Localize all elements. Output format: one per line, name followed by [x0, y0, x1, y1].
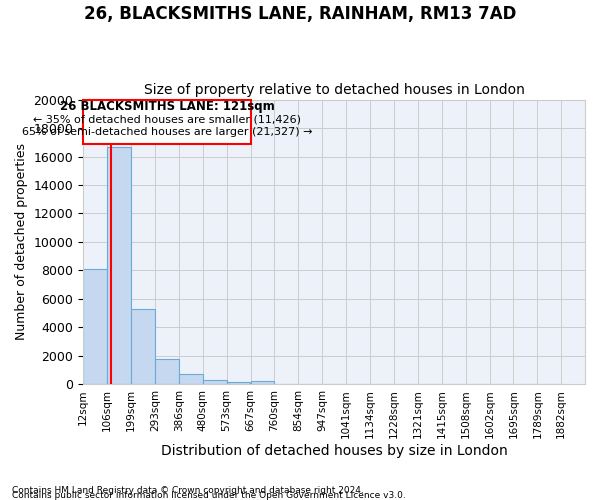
Bar [107, 146, 131, 384]
Text: 26 BLACKSMITHS LANE: 121sqm: 26 BLACKSMITHS LANE: 121sqm [60, 100, 275, 113]
Bar [83, 269, 107, 384]
Bar [131, 309, 155, 384]
Text: 26, BLACKSMITHS LANE, RAINHAM, RM13 7AD: 26, BLACKSMITHS LANE, RAINHAM, RM13 7AD [84, 5, 516, 23]
Text: Contains public sector information licensed under the Open Government Licence v3: Contains public sector information licen… [12, 491, 406, 500]
Bar [179, 374, 203, 384]
Bar [155, 358, 179, 384]
Bar [203, 380, 227, 384]
Title: Size of property relative to detached houses in London: Size of property relative to detached ho… [143, 83, 524, 97]
Text: ← 35% of detached houses are smaller (11,426): ← 35% of detached houses are smaller (11… [33, 114, 301, 124]
Bar [251, 382, 274, 384]
X-axis label: Distribution of detached houses by size in London: Distribution of detached houses by size … [161, 444, 508, 458]
Text: Contains HM Land Registry data © Crown copyright and database right 2024.: Contains HM Land Registry data © Crown c… [12, 486, 364, 495]
FancyBboxPatch shape [83, 100, 251, 144]
Text: 65% of semi-detached houses are larger (21,327) →: 65% of semi-detached houses are larger (… [22, 126, 313, 136]
Y-axis label: Number of detached properties: Number of detached properties [15, 144, 28, 340]
Bar [227, 382, 250, 384]
